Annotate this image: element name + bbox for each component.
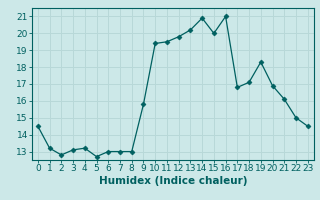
X-axis label: Humidex (Indice chaleur): Humidex (Indice chaleur) [99,176,247,186]
